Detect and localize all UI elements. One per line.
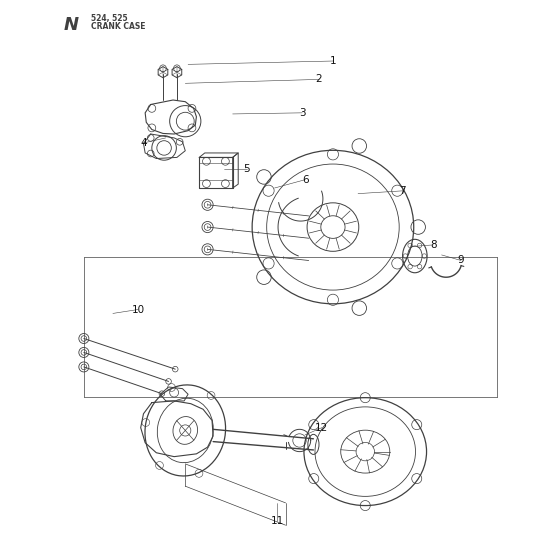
Text: 12: 12 [315, 423, 328, 433]
Text: 524, 525: 524, 525 [91, 13, 127, 22]
Text: 9: 9 [458, 255, 464, 265]
Text: 3: 3 [299, 108, 306, 118]
Text: 2: 2 [316, 74, 323, 85]
Text: 11: 11 [270, 516, 284, 526]
Text: 4: 4 [140, 138, 147, 148]
Text: CRANK CASE: CRANK CASE [91, 22, 145, 31]
Text: 6: 6 [302, 175, 309, 185]
Text: 5: 5 [243, 164, 250, 174]
Text: 7: 7 [399, 186, 406, 196]
Text: 10: 10 [132, 305, 144, 315]
Text: N: N [64, 16, 79, 34]
Text: 1: 1 [330, 56, 336, 66]
Text: 8: 8 [430, 240, 437, 250]
